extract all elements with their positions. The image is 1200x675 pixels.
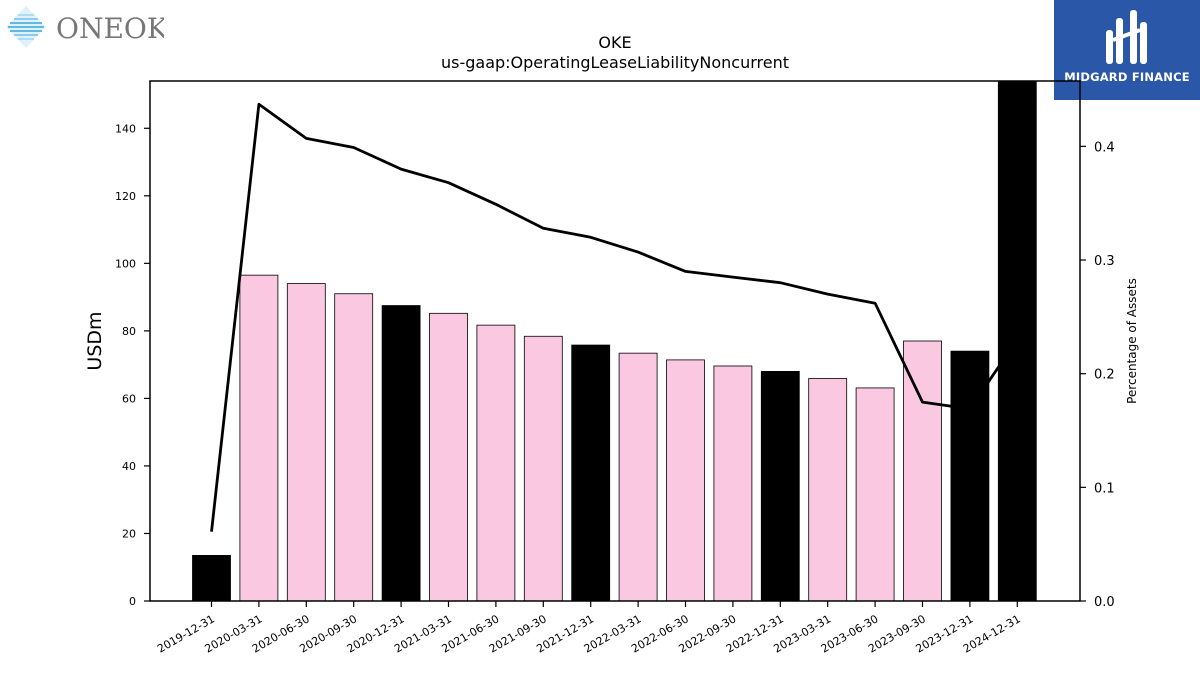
bar <box>381 305 421 602</box>
y2-tick-label: 0.2 <box>1094 368 1115 383</box>
y2-tick-label: 0.1 <box>1094 481 1115 496</box>
bar <box>808 378 848 602</box>
percentage-line <box>210 102 1019 532</box>
right-axis: 0.0 0.1 0.2 0.3 0.4 <box>1080 140 1115 610</box>
bar <box>571 344 611 602</box>
bars-group <box>192 80 1037 602</box>
y-tick-label: 80 <box>122 325 136 338</box>
y2-tick-label: 0.3 <box>1094 254 1115 269</box>
line-group <box>210 102 1019 532</box>
oneok-logo-text: ONEOK <box>56 12 164 45</box>
y-tick-label: 40 <box>122 460 136 473</box>
bar <box>523 335 563 602</box>
bar <box>286 283 326 602</box>
bar <box>903 340 942 602</box>
bar <box>334 293 374 602</box>
bar <box>666 359 705 602</box>
y2-tick-label: 0.0 <box>1094 595 1115 610</box>
plot-frame <box>149 80 1081 602</box>
left-axis: 0 20 40 60 80 100 120 140 <box>115 122 150 608</box>
y-tick-label: 0 <box>129 595 136 608</box>
y-axis-label: USDm <box>84 311 106 370</box>
y2-tick-label: 0.4 <box>1094 140 1115 155</box>
y-tick-label: 120 <box>115 190 136 203</box>
bar <box>713 365 753 602</box>
chart-subtitle: us-gaap:OperatingLeaseLiabilityNoncurren… <box>441 53 789 72</box>
chart-title: OKE <box>598 33 631 52</box>
bar <box>855 387 895 602</box>
bar <box>618 352 658 602</box>
diamond-icon <box>6 6 46 48</box>
y-tick-label: 140 <box>115 122 136 135</box>
bar <box>476 324 516 602</box>
oneok-logo: ONEOK <box>6 6 164 48</box>
midgard-mark-icon <box>1106 10 1147 64</box>
bar <box>760 370 800 602</box>
y-tick-label: 60 <box>122 392 136 405</box>
bar <box>429 312 468 602</box>
x-axis: 2019-12-312020-03-312020-06-302020-09-30… <box>155 601 1023 656</box>
bar <box>192 555 231 602</box>
midgard-logo-text: MIDGARD FINANCE <box>1064 70 1190 84</box>
y-tick-label: 100 <box>115 257 136 270</box>
bar <box>239 274 279 602</box>
y-tick-label: 20 <box>122 527 136 540</box>
y2-axis-label: Percentage of Assets <box>1125 278 1139 404</box>
midgard-finance-logo: MIDGARD FINANCE <box>1054 0 1200 100</box>
